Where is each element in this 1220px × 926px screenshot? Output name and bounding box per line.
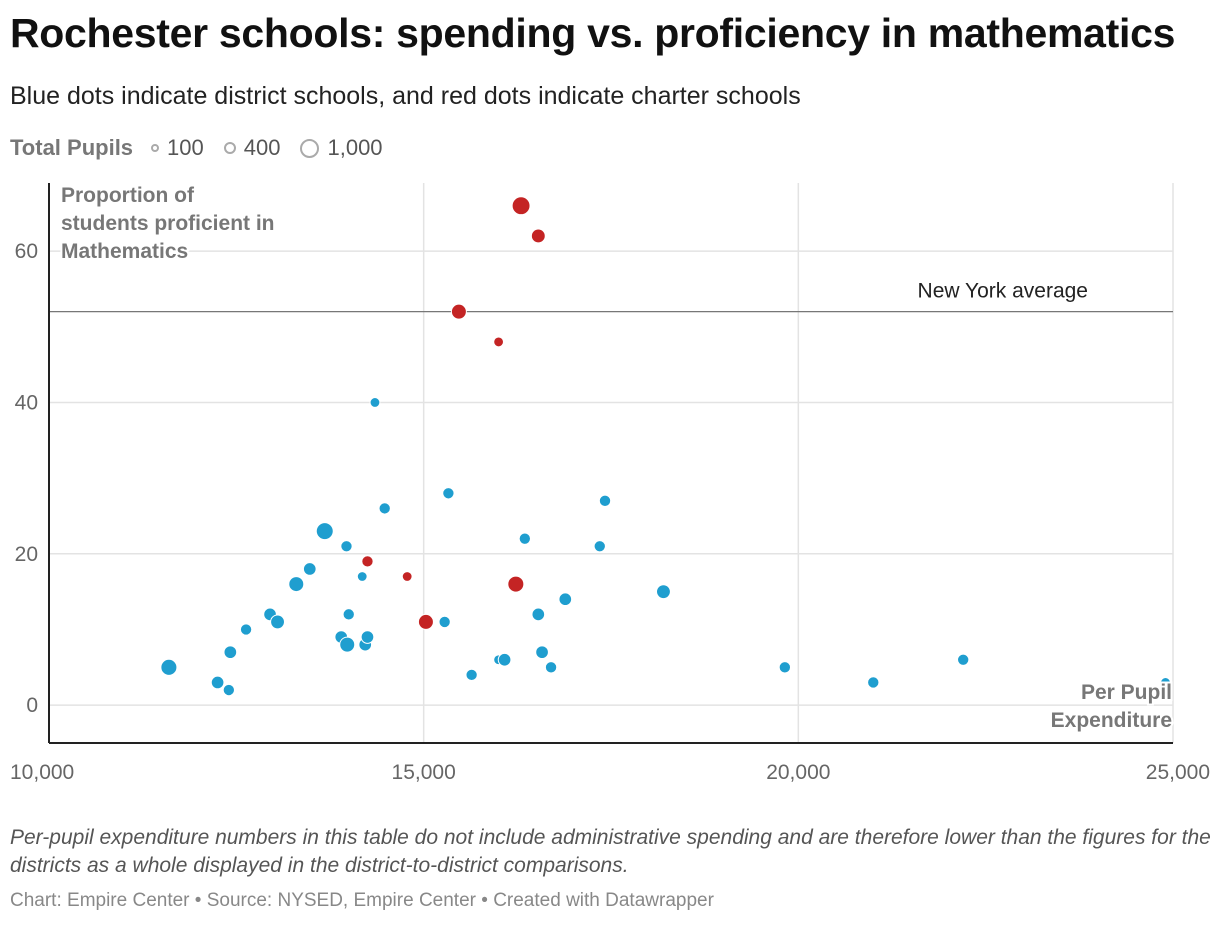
district-school-point-6 <box>270 614 285 630</box>
legend-circle-400 <box>223 142 236 154</box>
district-school-point-14 <box>356 571 368 582</box>
charter-school-point-1 <box>401 571 413 582</box>
x-tick-label-20000: 20,000 <box>766 761 830 784</box>
district-school-point-17 <box>369 397 381 408</box>
district-school-point-4 <box>239 623 253 636</box>
district-school-point-12 <box>339 636 356 653</box>
district-school-point-1 <box>210 675 225 690</box>
x-tick-label-25000: 25,000 <box>1146 761 1210 784</box>
reference-layer: New York average <box>49 280 1173 313</box>
x-tick-label-15000: 15,000 <box>392 761 456 784</box>
size-legend: Total Pupils 100 400 1,000 <box>10 134 403 162</box>
district-school-point-20 <box>442 487 455 500</box>
y-tick-label-40: 40 <box>15 391 38 414</box>
district-school-point-2 <box>222 683 236 697</box>
district-school-point-35 <box>1160 677 1171 688</box>
district-school-point-30 <box>598 494 612 508</box>
district-school-point-24 <box>518 532 531 545</box>
chart-notes: Per-pupil expenditure numbers in this ta… <box>10 826 1211 877</box>
scatter-chart: New York average 0 20 40 60 10,000 15,000 20,0… <box>10 182 1210 784</box>
district-school-point-32 <box>778 661 792 674</box>
x-axis-title-line-1: Per Pupil <box>1081 681 1172 704</box>
legend-item-100: 100 <box>151 135 204 161</box>
legend-label-100: 100 <box>167 135 204 160</box>
district-school-point-31 <box>656 584 671 600</box>
district-school-point-8 <box>302 562 317 576</box>
charter-school-point-4 <box>493 336 505 348</box>
x-tick-label-10000: 10,000 <box>10 761 74 784</box>
charter-school-point-7 <box>530 228 546 244</box>
district-school-point-29 <box>593 540 606 553</box>
x-axis-title-line-2: Expenditure <box>1051 709 1172 732</box>
chart-subtitle: Blue dots indicate district schools, and… <box>10 82 801 110</box>
charter-school-point-0 <box>361 555 374 568</box>
charter-school-point-6 <box>511 196 531 216</box>
grid-layer <box>49 183 1174 743</box>
district-school-point-0 <box>160 658 178 676</box>
legend-label-400: 400 <box>243 135 281 160</box>
district-school-point-28 <box>558 592 573 607</box>
new-york-average-label: New York average <box>918 280 1088 303</box>
district-school-point-9 <box>315 522 334 541</box>
y-tick-label-20: 20 <box>15 543 38 566</box>
chart-footer: Chart: Empire Center • Source: NYSED, Em… <box>10 890 714 911</box>
y-axis-title-line-3: Mathematics <box>61 240 188 263</box>
legend-title: Total Pupils <box>10 135 134 160</box>
district-school-point-13 <box>342 608 355 621</box>
charter-school-point-5 <box>507 575 525 593</box>
district-school-point-16 <box>360 630 375 644</box>
chart-title: Rochester schools: spending vs. proficie… <box>10 10 1176 56</box>
district-school-point-25 <box>531 607 546 622</box>
legend-circle-1000 <box>300 138 320 158</box>
axis-title-layer: Proportion of students proficient in Mat… <box>59 182 1174 734</box>
y-tick-label-60: 60 <box>15 240 38 263</box>
points-layer <box>160 196 1171 697</box>
district-school-point-27 <box>544 661 558 674</box>
charter-school-point-2 <box>417 613 434 630</box>
legend-label-1000: 1,000 <box>327 135 383 160</box>
district-school-point-11 <box>340 540 353 553</box>
legend-item-400: 400 <box>223 135 281 161</box>
charter-school-point-3 <box>450 303 467 320</box>
district-school-point-34 <box>957 653 970 666</box>
district-school-point-26 <box>535 645 549 660</box>
legend-item-1000: 1,000 <box>300 135 383 161</box>
district-school-point-19 <box>438 615 451 629</box>
district-school-point-3 <box>223 645 238 660</box>
district-school-point-21 <box>465 668 478 682</box>
district-school-point-23 <box>497 652 512 667</box>
district-school-point-18 <box>378 502 391 515</box>
y-axis-title-line-2: students proficient in <box>61 212 275 235</box>
y-tick-label-0: 0 <box>26 694 38 717</box>
y-axis-title-line-1: Proportion of <box>61 184 195 207</box>
district-school-point-33 <box>867 676 880 689</box>
legend-circle-100 <box>151 144 160 152</box>
district-school-point-7 <box>288 576 305 593</box>
axis-layer: 0 20 40 60 10,000 15,000 20,000 25,000 <box>10 183 1210 784</box>
